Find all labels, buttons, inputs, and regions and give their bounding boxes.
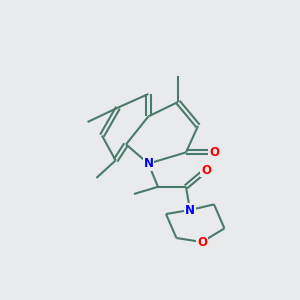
Text: N: N [185, 203, 195, 217]
Text: O: O [209, 146, 219, 159]
Text: N: N [143, 157, 153, 170]
Text: O: O [201, 164, 211, 176]
Text: O: O [197, 236, 207, 248]
